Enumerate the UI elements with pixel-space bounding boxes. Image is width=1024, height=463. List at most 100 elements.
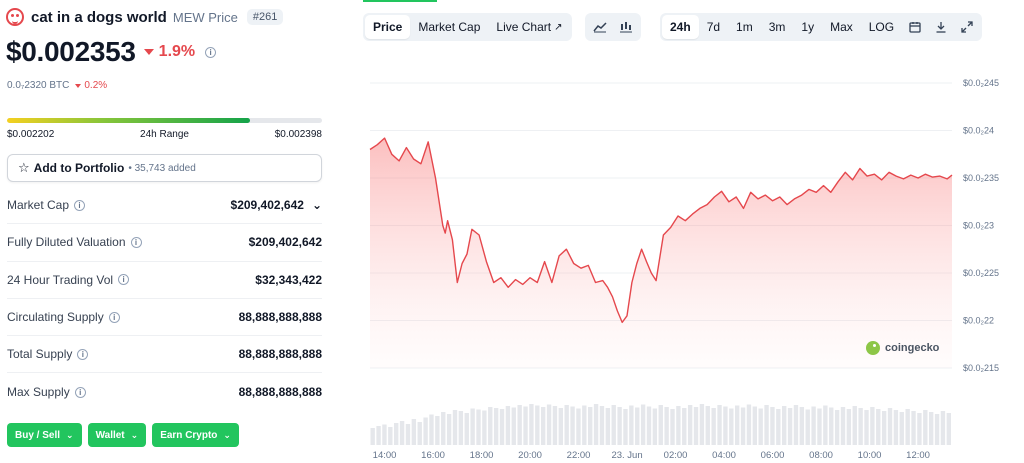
volume-bar [388,427,393,445]
volume-bar [593,404,599,445]
stat-value: $32,343,422 [255,272,322,287]
stat-trading-vol: 24 Hour Trading Vol i $32,343,422 [7,262,322,299]
range-1m[interactable]: 1m [736,20,753,34]
external-link-icon: ↗ [554,21,563,33]
volume-bar [881,411,887,445]
volume-bar [623,409,628,445]
buy-sell-button[interactable]: Buy / Sell ⌄ [7,423,82,447]
volume-bar [676,406,681,445]
volume-bar [928,412,934,445]
tab-market-cap[interactable]: Market Cap [418,20,481,34]
volume-bar [517,405,522,445]
stat-label: Total Supply [7,347,73,362]
time-range-selector: 24h 7d 1m 3m 1y Max LOG [660,13,983,41]
y-tick-label: $0.0₂215 [963,363,999,373]
x-tick-label: 04:00 [712,450,736,461]
stat-market-cap: Market Cap i $209,402,642 ⌄ [7,187,322,225]
coin-title-row: cat in a dogs world MEW Price #261 [6,7,284,27]
line-chart-icon[interactable] [587,15,613,39]
volume-bar [893,410,899,445]
volume-bar [458,411,464,445]
volume-bar [399,421,405,445]
volume-bar [852,406,857,445]
volume-bar [605,408,611,445]
volume-bar [705,406,710,445]
earn-crypto-button[interactable]: Earn Crypto ⌄ [152,423,239,447]
volume-bar [805,409,810,445]
volume-bar [752,406,757,445]
tab-price[interactable]: Price [365,15,411,39]
volume-bar [476,409,481,445]
volume-bar [917,413,922,445]
down-triangle-icon [143,49,154,55]
y-tick-label: $0.0₂225 [963,268,999,278]
volume-bar [670,409,675,445]
info-icon[interactable]: i [74,199,86,211]
volume-bar [687,405,693,445]
stat-total-supply: Total Supply i 88,888,888,888 [7,336,322,374]
calendar-icon[interactable] [902,15,928,39]
volume-bar [570,406,575,445]
info-icon[interactable]: i [77,348,89,360]
stat-label: Fully Diluted Valuation [7,235,126,250]
volume-bar [452,410,458,445]
range-3m[interactable]: 3m [768,20,786,34]
volume-bar [746,404,752,445]
volume-bar [799,407,805,445]
coin-name: cat in a dogs world [31,8,167,26]
volume-bar [417,422,422,445]
volume-bar [711,408,716,445]
download-icon[interactable] [928,15,954,39]
coin-symbol-label: MEW Price [172,9,238,25]
chevron-down-icon: ⌄ [311,198,322,213]
volume-bar [370,428,375,445]
add-to-portfolio-button[interactable]: ☆ Add to Portfolio • 35,743 added [7,154,322,182]
volume-bar [770,407,775,445]
fullscreen-icon[interactable] [954,15,980,39]
market-cap-dropdown[interactable]: $209,402,642 ⌄ [231,198,322,212]
volume-bar [564,405,569,445]
x-tick-label: 12:00 [906,450,930,461]
y-tick-label: $0.0₂22 [963,316,994,326]
current-price: $0.002353 [6,36,136,67]
info-icon[interactable]: i [74,386,86,398]
volume-bar [470,408,475,445]
stat-max-supply: Max Supply i 88,888,888,888 [7,373,322,410]
volume-bar [435,416,440,445]
range-24h[interactable]: 24h [662,15,699,39]
volume-bar [640,404,646,445]
volume-bar [464,413,469,445]
volume-bar [782,406,787,445]
volume-bar [505,406,511,445]
volume-bar [693,407,699,445]
candlestick-chart-icon[interactable] [613,15,639,39]
wallet-button[interactable]: Wallet ⌄ [87,423,147,447]
volume-bar [405,424,411,445]
volume-bar [811,406,816,445]
volume-bar [558,408,563,445]
volume-bar [552,406,558,445]
range-7d[interactable]: 7d [706,20,721,34]
volume-bar [588,407,593,445]
volume-bar [793,405,799,445]
volume-bar [682,408,687,445]
info-icon[interactable]: i [118,274,130,286]
range-high: $0.002398 [274,129,322,140]
volume-bar [411,419,417,445]
info-icon[interactable]: i [108,311,120,323]
volume-bar [817,408,822,445]
log-scale-toggle[interactable]: LOG [868,20,895,34]
range-max[interactable]: Max [830,20,853,34]
rank-badge: #261 [246,9,284,25]
tab-live-chart[interactable]: Live Chart ↗ [488,15,570,39]
x-tick-label: 02:00 [664,450,688,461]
volume-bar [834,410,840,445]
watermark-text: coingecko [885,342,940,354]
chevron-down-icon: ⌄ [66,429,74,440]
volume-bar [776,409,781,445]
info-icon[interactable]: i [205,46,217,58]
range-1y[interactable]: 1y [801,20,815,34]
info-icon[interactable]: i [130,236,142,248]
volume-bar [717,405,722,445]
